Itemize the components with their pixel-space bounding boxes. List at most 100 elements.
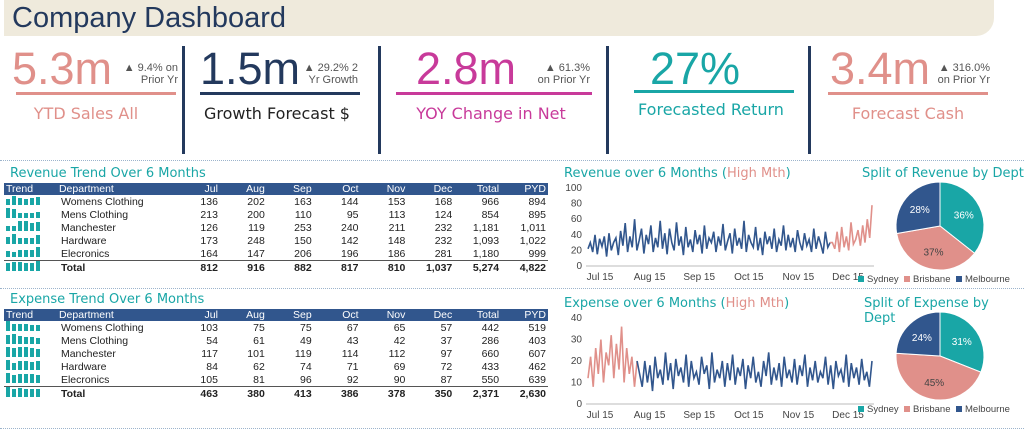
value-cell: 117 xyxy=(201,347,218,360)
sparkline-bars xyxy=(6,234,52,244)
trend-sparkline xyxy=(4,334,57,347)
sparkline-bar xyxy=(18,250,22,257)
sparkline-bar xyxy=(6,208,10,218)
table-row: Mens Clothing 213 200 110 95 113 124 854 895 xyxy=(4,208,548,221)
value-cell: 386 xyxy=(313,386,361,400)
trend-sparkline xyxy=(4,373,57,387)
value-cell: 854 xyxy=(481,208,500,221)
revenue-table-body: Womens Clothing 136 202 163 144 153 168 966 894 M… xyxy=(4,195,548,274)
value-cell: 882 xyxy=(266,260,314,274)
department-cell: Total xyxy=(56,386,174,400)
sparkline-bar xyxy=(30,374,34,383)
kpi-growth-forecast: 1.5m ▲ 29.2% 2 Yr Growth Growth Forecast … xyxy=(192,40,362,158)
legend-label: Melbourne xyxy=(965,404,1010,415)
sparkline-bar xyxy=(24,324,28,331)
trend-sparkline xyxy=(4,386,57,400)
sparkline-bar xyxy=(6,387,10,397)
value-cell: 248 xyxy=(247,234,265,247)
sparkline-bar xyxy=(12,226,16,231)
value-cell: 96 xyxy=(299,373,312,386)
kpi-value: 27% xyxy=(650,43,741,94)
sparkline-bar xyxy=(24,221,28,231)
sparkline-bar xyxy=(36,197,40,205)
value-cell: 113 xyxy=(388,208,406,221)
revenue-pie-chart: 36% 37% 28% Sydney Brisbane Melbourne xyxy=(858,181,1010,285)
value-cell: 126 xyxy=(200,221,218,234)
divider xyxy=(378,46,381,154)
pie-slice-label: 24% xyxy=(912,333,932,344)
y-tick-label: 30 xyxy=(571,335,583,346)
y-tick-label: 100 xyxy=(565,183,582,194)
value-cell: 92 xyxy=(346,373,359,386)
column-header: Oct xyxy=(313,183,361,195)
pie-slice xyxy=(895,352,982,401)
pie-slice-label: 28% xyxy=(910,205,930,216)
value-cell: 2,371 xyxy=(454,386,502,400)
value-cell: 97 xyxy=(440,347,453,360)
x-tick-label: Nov 15 xyxy=(783,410,815,421)
sparkline-bar xyxy=(30,263,34,271)
sparkline-bar xyxy=(30,250,34,257)
kpi-change: ▲ 9.4% on Prior Yr xyxy=(123,62,178,86)
column-header: Jul xyxy=(173,183,220,195)
value-cell: 442 xyxy=(481,321,500,334)
value-cell: 1,037 xyxy=(407,260,455,274)
kpi-change: ▲ 29.2% 2 Yr Growth xyxy=(303,62,358,86)
kpi-label: Growth Forecast $ xyxy=(204,104,350,123)
sparkline-bars xyxy=(6,221,52,231)
value-cell: 202 xyxy=(247,195,265,208)
column-header: Total xyxy=(454,309,502,321)
sparkline-bar xyxy=(12,389,16,397)
trend-sparkline xyxy=(4,208,57,221)
column-header: Aug xyxy=(219,183,267,195)
value-cell: 1,181 xyxy=(472,221,500,234)
value-cell: 71 xyxy=(346,360,359,373)
value-cell: 136 xyxy=(200,195,218,208)
legend-label: Sydney xyxy=(867,404,899,415)
kpi-change: ▲ 61.3% on Prior Yr xyxy=(537,62,590,86)
legend-swatch xyxy=(858,276,864,282)
table-row: Hardware 173 248 150 142 148 232 1,093 1,022 xyxy=(4,234,548,247)
legend-swatch xyxy=(904,406,910,412)
sparkline-bar xyxy=(12,252,16,257)
kpi-change: ▲ 316.0% on Prior Yr xyxy=(937,62,990,86)
table-row: Manchester 117 101 119 114 112 97 660 607 xyxy=(4,347,548,360)
table-row: Elecronics 105 81 96 92 90 87 550 639 xyxy=(4,373,548,387)
value-cell: 147 xyxy=(247,247,265,260)
value-cell: 1,011 xyxy=(520,221,547,234)
sparkline-bar xyxy=(30,238,34,244)
y-tick-label: 20 xyxy=(571,245,583,256)
value-cell: 433 xyxy=(481,360,500,373)
value-cell: 42 xyxy=(393,334,406,347)
sparkline-bar xyxy=(6,360,10,370)
kpi-underline xyxy=(828,92,988,95)
revenue-table: Trend Department Jul Aug Sep Oct Nov Dec… xyxy=(4,183,548,274)
value-cell: 550 xyxy=(481,373,500,386)
sparkline-bars xyxy=(6,321,52,331)
sparkline-bar xyxy=(12,324,16,331)
sparkline-bar xyxy=(12,363,16,370)
revenue-pie-title: Split of Revenue by Dept xyxy=(862,166,1024,181)
sparkline-bar xyxy=(6,237,10,244)
y-tick-label: 10 xyxy=(571,378,583,389)
value-cell: 75 xyxy=(253,321,265,334)
sparkline-bar xyxy=(24,238,28,244)
series-line xyxy=(587,219,831,257)
revenue-line-chart-title: Revenue over 6 Months (High Mth) xyxy=(564,166,791,181)
sparkline-bar xyxy=(6,251,10,257)
value-cell: 232 xyxy=(434,221,453,234)
kpi-value: 3.4m xyxy=(830,43,931,94)
column-header: Oct xyxy=(313,309,361,321)
kpi-underline xyxy=(396,92,592,95)
sparkline-bar xyxy=(36,212,40,218)
value-cell: 186 xyxy=(387,247,406,260)
section-divider xyxy=(0,288,1024,289)
table-row: Womens Clothing 103 75 75 67 65 57 442 519 xyxy=(4,321,548,334)
sparkline-bar xyxy=(12,334,16,344)
sparkline-bar xyxy=(12,348,16,357)
value-cell: 232 xyxy=(434,234,453,247)
y-tick-label: 0 xyxy=(576,399,582,410)
sparkline-bar xyxy=(6,347,10,357)
value-cell: 37 xyxy=(440,334,453,347)
expense-table-body: Womens Clothing 103 75 75 67 65 57 442 519 Mens C… xyxy=(4,321,548,400)
